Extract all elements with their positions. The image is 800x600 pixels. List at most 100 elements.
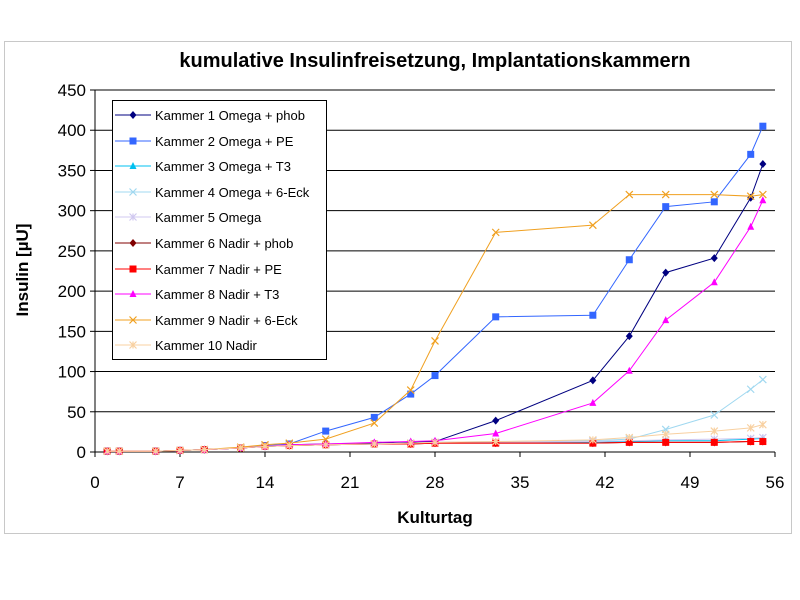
data-point: [588, 436, 597, 444]
legend-marker: [129, 162, 137, 170]
data-point: [115, 447, 124, 456]
data-point: [758, 375, 767, 384]
legend-symbol: [115, 111, 151, 119]
data-point: [625, 190, 634, 199]
data-point: [710, 278, 718, 286]
legend-label: Kammer 1 Omega + phob: [155, 108, 305, 123]
data-point: [625, 256, 633, 264]
data-point: [710, 438, 718, 446]
y-tick-label: 50: [67, 403, 86, 422]
legend-label: Kammer 7 Nadir + PE: [155, 261, 282, 277]
legend-label: Kammer 8 Nadir + T3: [155, 287, 280, 303]
data-point: [491, 228, 500, 237]
data-point: [746, 192, 755, 201]
legend-marker: [129, 111, 137, 119]
legend-label: Kammer 4 Omega + 6-Eck: [155, 184, 310, 200]
x-tick-label: 7: [175, 473, 184, 492]
y-tick-label: 300: [58, 202, 86, 221]
y-tick-label: 0: [77, 443, 86, 462]
data-point: [746, 385, 755, 394]
legend-marker: [129, 187, 137, 196]
data-point: [406, 386, 415, 394]
y-tick-label: 150: [58, 322, 86, 341]
legend-symbol: [115, 341, 151, 350]
x-tick-label: 35: [511, 473, 530, 492]
data-point: [758, 190, 767, 199]
legend-symbol: [115, 213, 151, 222]
legend-symbol: [115, 239, 151, 247]
data-point: [625, 366, 633, 374]
x-axis-label: Kulturtag: [397, 508, 473, 527]
data-point: [200, 445, 209, 454]
x-tick-label: 42: [596, 473, 615, 492]
data-point: [321, 435, 330, 444]
series-kammer-10: [103, 420, 767, 456]
data-point: [492, 429, 500, 437]
legend-label: Kammer 9 Nadir + 6-Eck: [155, 312, 298, 328]
data-point: [236, 444, 245, 452]
x-tick-label: 56: [766, 473, 785, 492]
legend-item: Kammer 4 Omega + 6-Eck: [113, 180, 326, 206]
data-point: [370, 419, 379, 427]
data-point: [103, 447, 112, 456]
data-point: [589, 376, 597, 385]
data-point: [589, 398, 597, 406]
data-point: [625, 332, 633, 341]
data-point: [759, 122, 767, 130]
legend-symbol: [115, 162, 151, 170]
data-point: [431, 372, 439, 380]
data-point: [710, 254, 718, 263]
data-point: [747, 150, 755, 158]
data-point: [322, 427, 330, 435]
x-tick-label: 49: [681, 473, 700, 492]
data-point: [759, 196, 767, 204]
legend-item: Kammer 2 Omega + PE: [113, 129, 326, 155]
data-point: [747, 438, 755, 446]
legend-symbol: [115, 187, 151, 196]
data-point: [625, 438, 633, 446]
data-point: [431, 438, 439, 447]
y-tick-label: 250: [58, 242, 86, 261]
data-point: [589, 311, 597, 319]
y-tick-label: 200: [58, 282, 86, 301]
data-point: [661, 190, 670, 199]
data-point: [407, 390, 415, 398]
legend-marker: [129, 239, 137, 247]
legend-item: Kammer 7 Nadir + PE: [113, 257, 326, 283]
legend-label: Kammer 2 Omega + PE: [155, 133, 294, 149]
data-point: [492, 416, 500, 425]
y-tick-label: 450: [58, 81, 86, 100]
legend-symbol: [115, 137, 151, 145]
x-tick-label: 21: [341, 473, 360, 492]
data-point: [151, 447, 160, 456]
data-point: [285, 441, 294, 450]
data-point: [588, 221, 597, 230]
legend-item: Kammer 9 Nadir + 6-Eck: [113, 308, 326, 334]
legend-marker: [129, 341, 137, 350]
y-tick-label: 400: [58, 121, 86, 140]
data-point: [261, 442, 269, 451]
chart-frame: [4, 41, 792, 534]
legend-marker: [129, 315, 137, 324]
legend-label: Kammer 10 Nadir: [155, 338, 257, 354]
legend-marker: [129, 137, 137, 145]
legend-marker: [129, 290, 137, 298]
data-point: [370, 413, 378, 421]
data-point: [625, 433, 634, 442]
data-point: [746, 423, 755, 432]
x-tick-label: 28: [426, 473, 445, 492]
data-point: [492, 313, 500, 321]
y-tick-label: 350: [58, 161, 86, 180]
data-point: [710, 190, 719, 199]
data-point: [661, 430, 670, 439]
x-tick-label: 0: [90, 473, 99, 492]
data-point: [710, 427, 719, 436]
legend-label: Kammer 6 Nadir + phob: [155, 236, 294, 251]
legend-item: Kammer 6 Nadir + phob: [113, 231, 326, 257]
legend: Kammer 1 Omega + phob Kammer 2 Omega + PE…: [112, 100, 327, 360]
legend-marker: [129, 265, 137, 273]
legend-item: Kammer 8 Nadir + T3: [113, 282, 326, 308]
data-point: [370, 440, 379, 448]
data-point: [662, 316, 670, 324]
data-point: [759, 438, 767, 446]
